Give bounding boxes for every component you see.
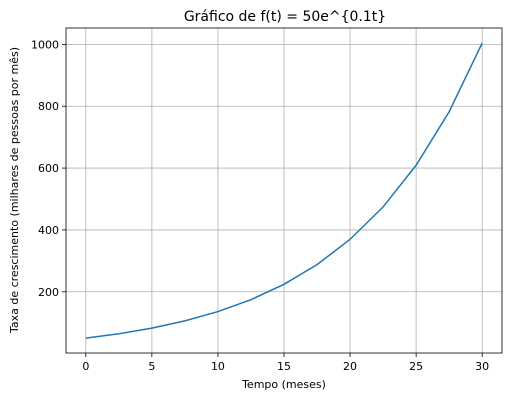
x-tick-label: 10 (211, 360, 225, 373)
x-tick-label: 30 (475, 360, 489, 373)
x-tick-label: 15 (277, 360, 291, 373)
series-layer (85, 42, 483, 339)
x-tick-label: 5 (148, 360, 155, 373)
y-tick-label: 400 (38, 224, 59, 237)
grid-layer (66, 28, 502, 353)
series-line (85, 42, 483, 339)
ticks-layer: 0 5 10 15 20 25 30 200 400 600 800 1000 (31, 38, 489, 373)
y-tick-label: 200 (38, 286, 59, 299)
x-axis-label: Tempo (meses) (241, 378, 326, 391)
y-tick-label: 600 (38, 162, 59, 175)
x-tick-label: 0 (82, 360, 89, 373)
y-tick-label: 1000 (31, 38, 59, 51)
chart-title: Gráfico de f(t) = 50e^{0.1t} (184, 9, 386, 25)
y-axis-label: Taxa de crescimento (milhares de pessoas… (8, 47, 21, 334)
y-tick-label: 800 (38, 100, 59, 113)
x-tick-label: 25 (409, 360, 423, 373)
x-tick-label: 20 (343, 360, 357, 373)
